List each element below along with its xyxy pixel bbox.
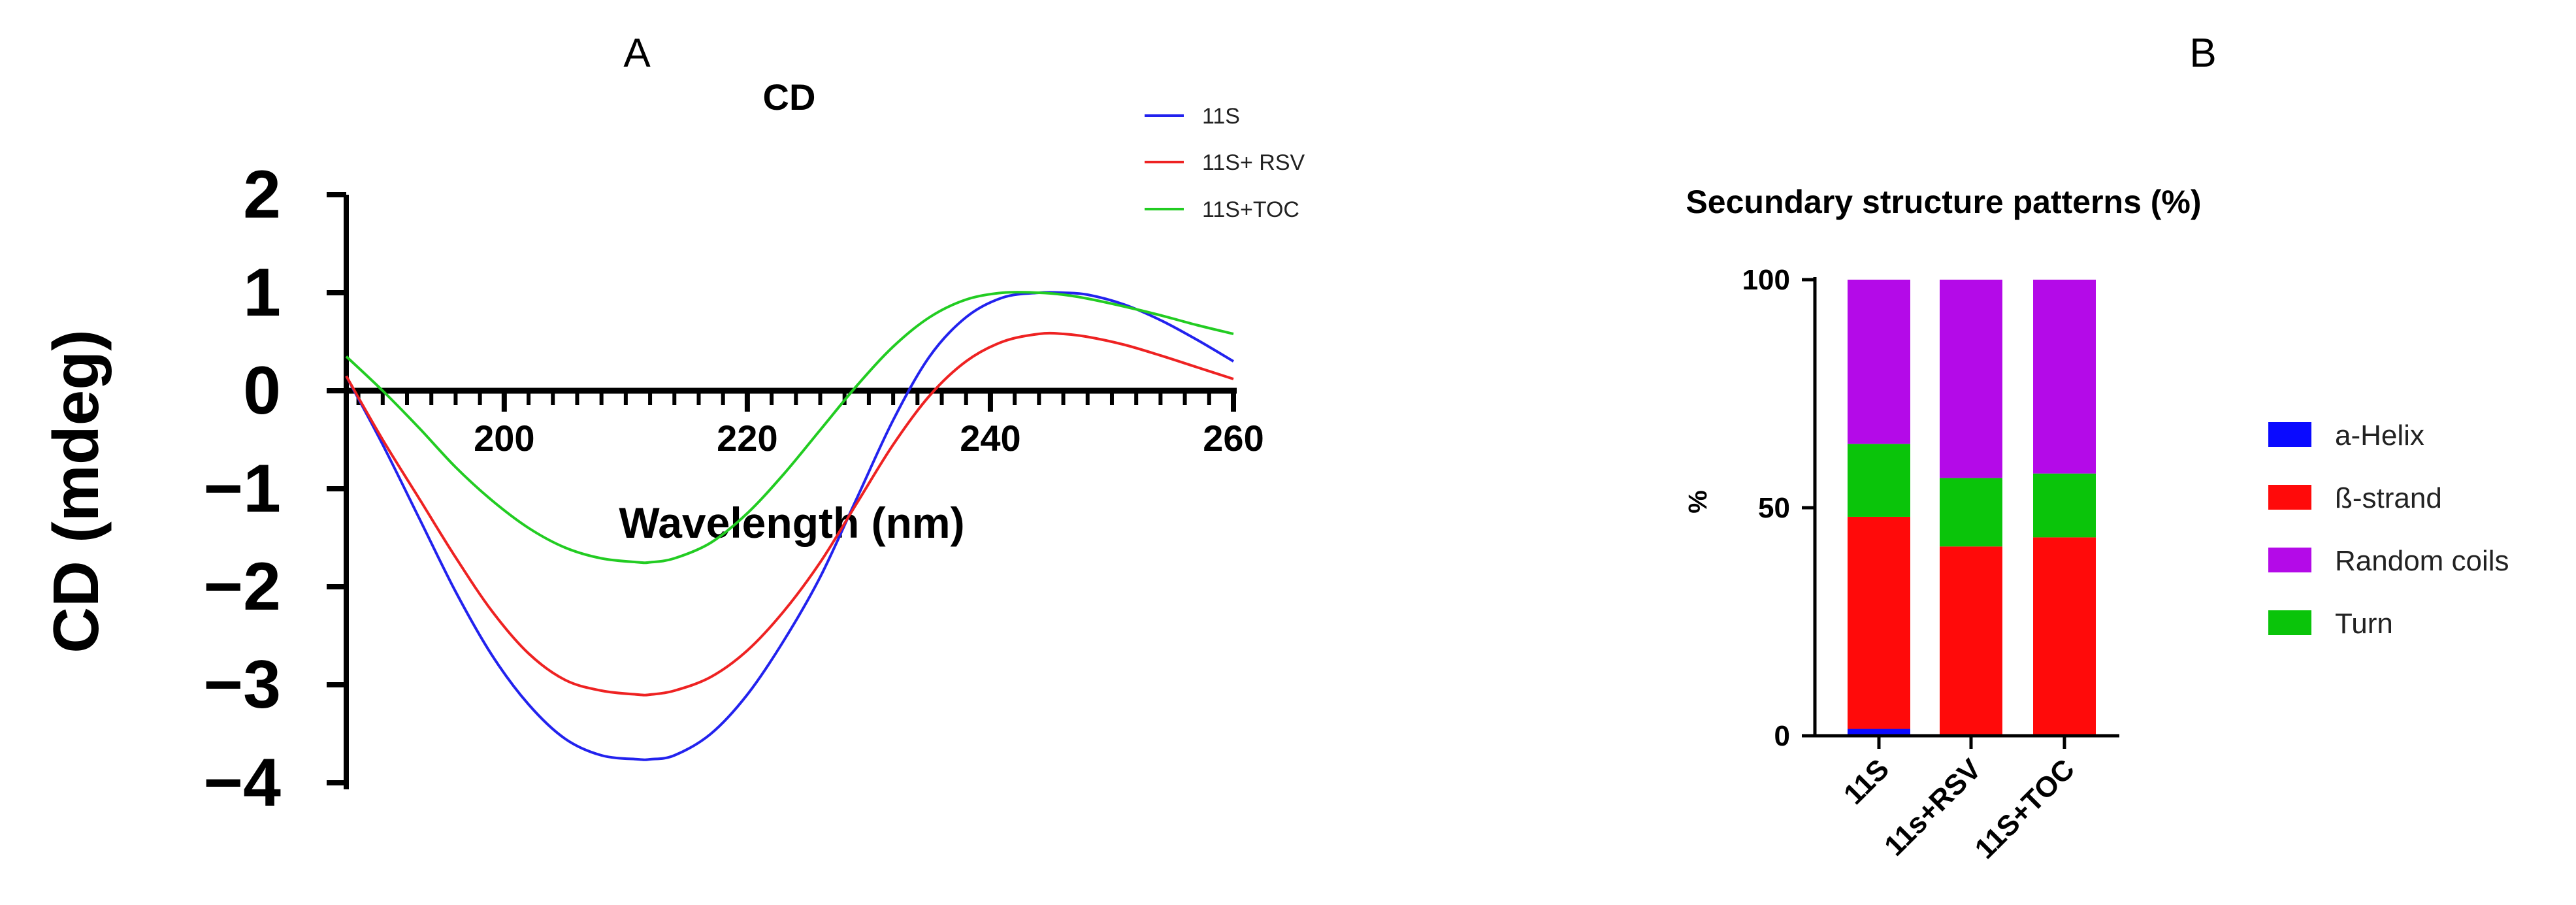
panel-a-x-tick-label: 220 xyxy=(717,418,777,459)
panel-a-y-axis-label: CD (mdeg) xyxy=(40,329,112,653)
bar-segment-11s-toc-strand xyxy=(2033,537,2096,736)
panel-b-title: Secundary structure patterns (%) xyxy=(1686,184,2201,220)
bar-segment-11s-rsv-random-coils xyxy=(1940,280,2002,478)
panel-b-label: B xyxy=(2189,31,2216,76)
bar-segment-11s-turn xyxy=(1848,444,1910,517)
panel-a-x-axis-label: Wavelength (nm) xyxy=(619,499,964,547)
panel-a-y-tick-label: 1 xyxy=(243,255,281,331)
panel-b-x-tick-label: 11S xyxy=(1838,753,1895,810)
legend-label-11s: 11S xyxy=(1202,104,1240,129)
panel-b-legend-item-random-coils: Random coils xyxy=(2268,545,2509,577)
panel-b-legend: a-Helix ß-strand Random coils Turn xyxy=(2268,420,2509,640)
panel-a-y-tick-labels: 2 1 0 −1 −2 −3 −4 xyxy=(203,157,281,821)
panel-b-y-tick-labels: 0 50 100 xyxy=(1742,264,1790,752)
legend-swatch-turn xyxy=(2268,610,2311,635)
panel-a-label: A xyxy=(623,31,651,76)
panel-a-title: CD xyxy=(763,76,816,118)
panel-a-y-tick-label: −2 xyxy=(203,549,281,625)
panel-a-cd-chart: A CD 2 1 0 −1 −2 −3 −4 200 220 240 260 Wavelength… xyxy=(40,31,1305,821)
panel-a-legend-item-11s-rsv: 11S+ RSV xyxy=(1145,150,1305,175)
panel-b-y-tick-label: 0 xyxy=(1774,720,1790,752)
panel-b-y-axis-label: % xyxy=(1684,490,1712,514)
bar-segment-11s-toc-random-coils xyxy=(2033,280,2096,474)
panel-b-legend-item-strand: ß-strand xyxy=(2268,482,2442,514)
panel-a-y-tick-label: 0 xyxy=(243,353,281,429)
legend-label-11s-toc: 11S+TOC xyxy=(1202,197,1299,222)
panel-a-x-tick-label: 240 xyxy=(960,418,1020,459)
panel-b-secondary-structure-chart: B Secundary structure patterns (%) 0 50 10… xyxy=(1684,31,2509,865)
bar-segment-11s-random-coils xyxy=(1848,280,1910,444)
series-line-11s xyxy=(345,291,1235,761)
panel-a-x-minor-ticks xyxy=(356,391,1236,412)
panel-a-y-tick-label: −1 xyxy=(203,451,281,527)
panel-b-x-tick-label: 11S+TOC xyxy=(1968,753,2081,865)
panel-b-y-tick-label: 50 xyxy=(1758,492,1790,524)
panel-a-y-tick-label: 2 xyxy=(243,157,281,233)
panel-a-x-tick-labels: 200 220 240 260 xyxy=(474,418,1264,459)
legend-label-random-coils: Random coils xyxy=(2335,545,2509,577)
legend-swatch-random-coils xyxy=(2268,548,2311,572)
panel-b-bars xyxy=(1848,280,2096,736)
panel-b-legend-item-a-helix: a-Helix xyxy=(2268,420,2424,452)
panel-a-x-tick-label: 260 xyxy=(1203,418,1264,459)
legend-swatch-strand xyxy=(2268,485,2311,510)
legend-label-a-helix: a-Helix xyxy=(2335,420,2424,452)
panel-b-y-tick-label: 100 xyxy=(1742,264,1790,296)
panel-a-y-ticks xyxy=(327,192,346,785)
panel-a-legend: 11S 11S+ RSV 11S+TOC xyxy=(1145,104,1305,222)
bar-segment-11s-a-helix xyxy=(1848,729,1910,736)
panel-a-x-tick-label: 200 xyxy=(474,418,534,459)
legend-swatch-a-helix xyxy=(2268,422,2311,447)
panel-a-legend-item-11s: 11S xyxy=(1145,104,1240,129)
panel-a-legend-item-11s-toc: 11S+TOC xyxy=(1145,197,1299,222)
series-line-11s-rsv xyxy=(345,331,1234,697)
panel-a-y-tick-label: −4 xyxy=(203,745,281,821)
panel-a-y-tick-label: −3 xyxy=(203,647,281,723)
panel-b-x-ticks xyxy=(1877,736,2066,749)
panel-b-y-ticks xyxy=(1802,278,1815,738)
panel-a-series-lines xyxy=(345,291,1235,761)
series-line-11s-toc xyxy=(345,291,1234,565)
bar-segment-11s-strand xyxy=(1848,516,1910,729)
legend-label-11s-rsv: 11S+ RSV xyxy=(1202,150,1305,175)
bar-segment-11s-rsv-turn xyxy=(1940,478,2002,547)
legend-label-turn: Turn xyxy=(2335,608,2393,640)
panel-b-legend-item-turn: Turn xyxy=(2268,608,2393,640)
bar-segment-11s-toc-turn xyxy=(2033,473,2096,538)
legend-label-strand: ß-strand xyxy=(2335,482,2442,514)
bar-segment-11s-rsv-strand xyxy=(1940,546,2002,736)
